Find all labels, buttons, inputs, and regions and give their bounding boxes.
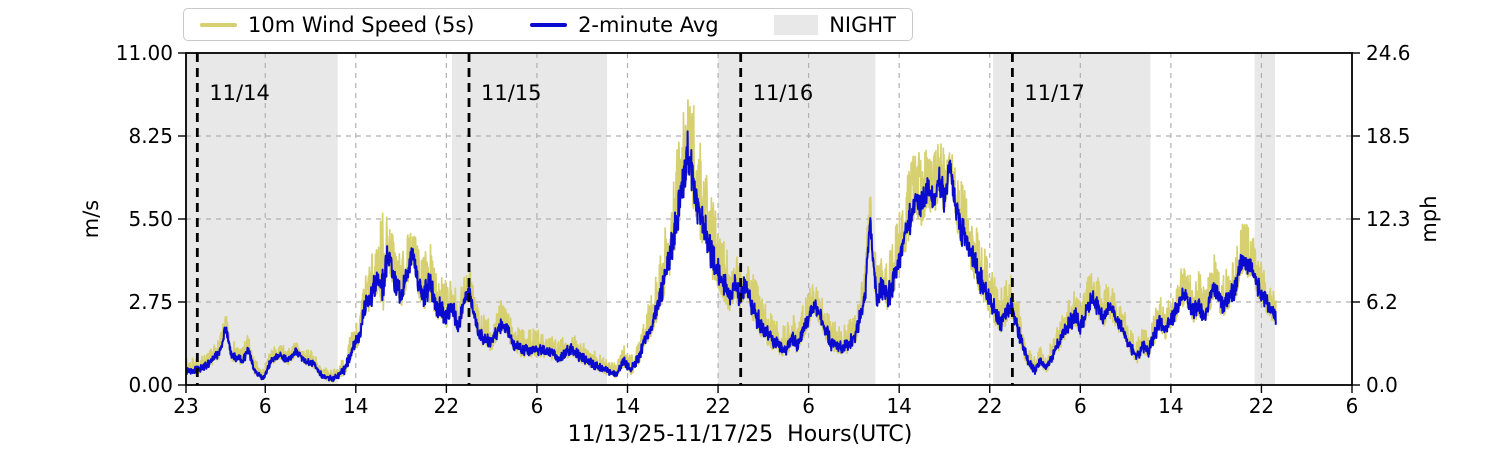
- x-tick-label: 14: [886, 394, 911, 418]
- left-tick-label: 5.50: [128, 207, 173, 231]
- wind-speed-5s-series: [186, 99, 1277, 383]
- left-tick-label: 11.00: [116, 41, 173, 65]
- left-tick-label: 2.75: [128, 290, 173, 314]
- x-tick-label: 22: [434, 394, 459, 418]
- right-tick-label: 12.3: [1366, 207, 1411, 231]
- x-tick-label: 22: [1249, 394, 1274, 418]
- night-band: [186, 53, 338, 385]
- x-tick-label: 6: [259, 394, 272, 418]
- wind-speed-5s-line: [186, 99, 1277, 383]
- two-minute-avg-series: [186, 130, 1277, 382]
- day-label: 11/15: [481, 81, 542, 105]
- x-tick-label: 22: [977, 394, 1002, 418]
- x-tick-label: 6: [1074, 394, 1087, 418]
- x-tick-label: 6: [802, 394, 815, 418]
- legend-label-wind-speed-5s: 10m Wind Speed (5s): [248, 12, 475, 37]
- left-axis-tick-labels: 0.00 2.75 5.50 8.25 11.00: [116, 41, 173, 397]
- x-tick-label: 14: [1158, 394, 1183, 418]
- right-tick-label: 6.2: [1366, 290, 1398, 314]
- day-boundary-lines: 11/14 11/15 11/16 11/17: [195, 53, 1085, 385]
- day-label: 11/14: [209, 81, 270, 105]
- axis-ticks: [178, 52, 1360, 393]
- wind-speed-line-swatch: [200, 22, 237, 27]
- legend-entry-night: NIGHT: [774, 13, 896, 37]
- right-tick-label: 24.6: [1366, 41, 1411, 65]
- x-tick-label: 22: [705, 394, 730, 418]
- legend-entry-2-minute-avg: 2-minute Avg: [530, 13, 719, 37]
- x-tick-label: 14: [343, 394, 368, 418]
- x-tick-label: 14: [615, 394, 640, 418]
- night-patch-swatch: [774, 14, 819, 35]
- legend-label-night: NIGHT: [829, 12, 896, 37]
- x-tick-label: 6: [531, 394, 544, 418]
- left-tick-label: 8.25: [128, 124, 173, 148]
- right-tick-label: 0.0: [1366, 373, 1398, 397]
- x-axis-tick-labels: 23 6 14 22 6 14 22 6 14 22 6 14 22 6: [173, 394, 1358, 418]
- legend-entry-wind-speed-5s: 10m Wind Speed (5s): [200, 13, 475, 37]
- left-tick-label: 0.00: [128, 373, 173, 397]
- right-axis-title: mph: [1417, 195, 1441, 242]
- avg-line-swatch: [530, 22, 568, 27]
- right-tick-label: 18.5: [1366, 124, 1411, 148]
- day-label: 11/16: [753, 81, 814, 105]
- legend-label-2-minute-avg: 2-minute Avg: [578, 12, 719, 37]
- x-tick-label: 6: [1346, 394, 1359, 418]
- two-minute-avg-line: [186, 130, 1277, 382]
- right-axis-tick-labels: 0.0 6.2 12.3 18.5 24.6: [1366, 41, 1411, 397]
- left-axis-title: m/s: [79, 200, 103, 238]
- legend: 10m Wind Speed (5s) 2-minute Avg NIGHT: [183, 8, 913, 41]
- day-label: 11/17: [1024, 81, 1085, 105]
- x-axis-label: 11/13/25-11/17/25 Hours(UTC): [568, 422, 913, 447]
- x-tick-label: 23: [173, 394, 198, 418]
